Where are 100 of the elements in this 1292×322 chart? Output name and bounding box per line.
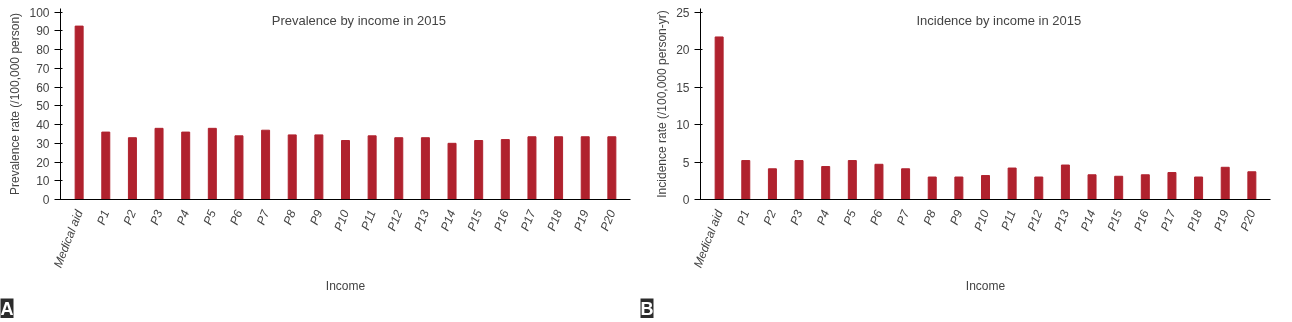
y-axis-title: Incidence rate (/100,000 person-yr)	[655, 10, 670, 198]
y-tick-label: 80	[36, 43, 50, 58]
bar	[1194, 176, 1204, 200]
bar	[474, 140, 484, 200]
y-tick-label: 0	[682, 193, 690, 207]
y-tick-label: 60	[36, 80, 50, 95]
x-tick-label: P3	[787, 207, 806, 227]
x-tick-label: P2	[120, 207, 140, 227]
bar	[821, 166, 831, 200]
text: A	[0, 298, 14, 319]
bar	[901, 168, 911, 200]
x-tick-label: P10	[971, 207, 993, 233]
x-tick-label: P3	[147, 207, 166, 227]
bar	[714, 36, 724, 200]
bar	[1087, 174, 1097, 200]
y-tick-label: 15	[676, 80, 690, 95]
bar	[1140, 174, 1150, 200]
x-tick-label: P1	[733, 207, 753, 227]
bar	[767, 168, 777, 200]
bar	[127, 137, 137, 200]
x-tick-label: P7	[253, 206, 273, 227]
y-tick-label: 5	[682, 155, 690, 170]
y-tick-label: 30	[36, 136, 50, 151]
y-axis-title: Prevalence rate (/100,000 person)	[8, 12, 23, 196]
x-tick-label: P8	[920, 207, 939, 227]
x-tick-label: P11	[998, 207, 1019, 233]
x-tick-label: P19	[570, 207, 592, 233]
y-tick-label: 70	[36, 61, 50, 76]
x-axis-title: Income	[965, 279, 1006, 294]
x-tick-label: P6	[867, 207, 886, 227]
x-tick-label: P7	[893, 206, 913, 227]
bar	[261, 129, 271, 200]
x-tick-label: P11	[358, 207, 379, 233]
y-tick-label: 90	[36, 24, 50, 39]
bar	[1060, 164, 1070, 200]
bar	[874, 163, 884, 200]
x-tick-label: P17	[1157, 206, 1179, 233]
bar	[794, 160, 804, 200]
x-tick-label: P12	[1024, 207, 1046, 233]
y-tick-label: 10	[36, 174, 50, 189]
x-tick-label: P20	[597, 207, 619, 233]
bar	[74, 25, 84, 200]
x-tick-label: P5	[840, 207, 859, 227]
x-tick-label: P15	[1104, 207, 1126, 233]
bar	[1034, 176, 1044, 200]
x-tick-label: P16	[491, 207, 512, 233]
x-axis-title: Income	[325, 279, 366, 294]
bar	[981, 175, 990, 200]
x-tick-label: P17	[517, 206, 539, 233]
bar	[1220, 166, 1230, 200]
bar	[847, 160, 857, 200]
x-tick-label: P13	[1051, 207, 1073, 233]
bar	[580, 136, 590, 200]
x-tick-label: P9	[947, 207, 966, 227]
y-tick-label: 25	[676, 5, 690, 20]
bar	[1167, 172, 1177, 200]
bar	[447, 142, 457, 200]
x-tick-label: P18	[1184, 207, 1206, 233]
x-tick-label: P14	[437, 207, 459, 233]
bar	[1114, 175, 1124, 200]
chart-title: Incidence by income in 2015	[916, 12, 1082, 28]
bar	[607, 136, 617, 200]
x-tick-label: P14	[1077, 207, 1099, 233]
bar	[554, 136, 564, 200]
x-tick-label: P6	[227, 207, 246, 227]
bar	[287, 134, 297, 200]
y-tick-label: 40	[36, 118, 50, 133]
bar	[1247, 171, 1257, 200]
bar	[367, 135, 377, 200]
x-tick-label: P8	[280, 207, 299, 227]
bar	[154, 127, 164, 200]
x-tick-label: P2	[760, 207, 780, 227]
x-tick-label: P10	[331, 207, 353, 233]
bar	[394, 137, 404, 200]
x-tick-label: P4	[813, 207, 833, 227]
bar	[420, 137, 430, 200]
bar	[954, 176, 964, 200]
x-tick-label: P13	[411, 207, 433, 233]
x-tick-label: P18	[544, 207, 566, 233]
y-tick-label: 0	[42, 193, 50, 207]
text: B	[640, 298, 654, 319]
x-tick-label: P12	[384, 207, 406, 233]
bar	[341, 140, 350, 200]
bar	[927, 176, 937, 200]
bar	[314, 134, 324, 200]
y-tick-label: 10	[676, 118, 690, 133]
x-tick-label: P19	[1210, 207, 1232, 233]
x-tick-label: P20	[1237, 207, 1259, 233]
y-tick-label: 20	[36, 155, 50, 170]
x-tick-label: P9	[307, 207, 326, 227]
bar	[101, 131, 111, 200]
bar	[741, 160, 751, 200]
x-tick-label: P4	[173, 207, 193, 227]
bar	[234, 135, 244, 200]
x-tick-label: P5	[200, 207, 219, 227]
bar	[207, 127, 217, 200]
y-tick-label: 100	[29, 5, 50, 20]
x-tick-label: P1	[93, 207, 113, 227]
x-tick-label: P15	[464, 207, 486, 233]
chart-title: Prevalence by income in 2015	[271, 12, 446, 28]
